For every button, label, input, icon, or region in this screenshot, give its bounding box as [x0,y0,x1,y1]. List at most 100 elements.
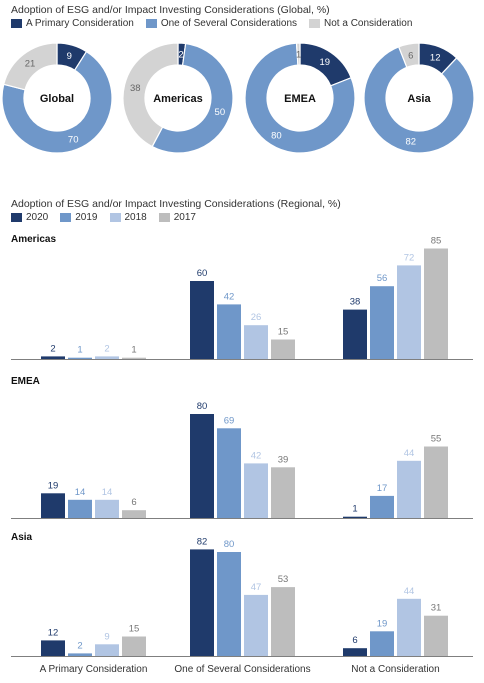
bar-value-label: 1 [131,345,136,356]
bar-value-label: 38 [350,297,361,308]
donut-legend: A Primary Consideration One of Several C… [11,18,424,29]
bar-value-label: 56 [377,273,388,284]
bar [95,499,119,518]
donut-value-label: 70 [68,134,79,145]
legend-label-several: One of Several Considerations [160,18,298,29]
bar [244,594,268,656]
bar-value-label: 17 [377,483,388,494]
bar-value-label: 19 [377,618,388,629]
donut-emea: 19 80 1 EMEA [244,42,356,154]
donut-section-title: Adoption of ESG and/or Impact Investing … [11,4,330,16]
bar [244,325,268,359]
bar [424,615,448,656]
bar-panel-emea: EMEA 19 14 14 6 80 69 42 39 1 17 44 55 [11,376,473,519]
donut-value-label: 9 [67,51,72,62]
bar [244,463,268,518]
donut-slice-americas-2 [122,42,179,148]
donut-slice-global-2 [2,42,58,91]
donut-center-label: Asia [407,93,431,105]
donut-value-label: 19 [319,57,330,68]
bar-value-label: 39 [278,454,289,465]
bar-value-label: 14 [102,487,113,498]
bar-value-label: 47 [251,582,262,593]
donut-value-label: 1 [296,50,301,61]
bar-value-label: 15 [129,624,140,635]
bar [217,428,241,518]
donut-value-label: 2 [178,50,183,61]
legend-item-2017: 2017 [158,212,196,223]
donut-value-label: 82 [405,137,416,148]
bar [271,339,295,359]
bar [370,286,394,359]
donut-slice-asia-1 [363,46,475,154]
donut-center-label: Global [40,93,74,105]
bar [41,356,65,359]
bar-value-label: 26 [251,312,262,323]
bar-value-label: 12 [48,627,59,638]
bar [217,552,241,656]
bar-value-label: 19 [48,480,59,491]
bar-value-label: 42 [251,450,262,461]
legend-swatch-2020 [11,213,22,222]
category-axis-label: One of Several Considerations [174,664,310,675]
donut-global: 9 70 21 Global [1,42,113,154]
legend-label-primary: A Primary Consideration [26,18,134,29]
donut-asia: 12 82 6 Asia [363,42,475,154]
legend-label-2020: 2020 [26,212,49,223]
bar-value-label: 44 [404,448,415,459]
bar [343,516,367,518]
bar-value-label: 2 [50,343,55,354]
bar [122,510,146,518]
panel-region-title: EMEA [11,376,40,387]
bar [397,598,421,656]
bar-value-label: 15 [278,327,289,338]
bar-value-label: 80 [224,539,235,550]
category-axis-label: A Primary Consideration [40,664,148,675]
bar-value-label: 72 [404,252,415,263]
bar-value-label: 2 [77,640,82,651]
donut-center-label: Americas [153,93,203,105]
donut-center-label: EMEA [284,93,316,105]
bar-value-label: 60 [197,268,208,279]
bar [271,587,295,656]
bar [397,265,421,359]
donut-slice-global-1 [1,50,113,154]
bar [424,446,448,518]
legend-swatch-several [145,19,157,28]
bar [343,309,367,359]
donut-value-label: 6 [408,50,413,61]
donut-slice-emea-1 [244,42,356,154]
legend-swatch-2017 [158,213,170,222]
bar [271,467,295,518]
bar-value-label: 6 [131,497,136,508]
bar-value-label: 31 [431,603,442,614]
bar [190,281,214,359]
bar-value-label: 80 [197,401,208,412]
bar [122,357,146,359]
donut-value-label: 50 [215,107,226,118]
bar-value-label: 53 [278,574,289,585]
bar-value-label: 2 [104,343,109,354]
bar-legend: 2020 2019 2018 2017 [11,212,208,223]
bar [370,495,394,518]
bar [95,356,119,359]
bar-value-label: 44 [404,586,415,597]
panel-region-title: Asia [11,532,33,543]
bar [343,648,367,656]
legend-swatch-2019 [60,213,72,222]
donut-value-label: 21 [25,59,36,70]
bar [370,631,394,656]
bar [217,304,241,359]
donut-value-label: 38 [130,83,141,94]
donut-slice-emea-2 [295,42,301,66]
category-axis-label: Not a Consideration [351,664,439,675]
bar-section-title: Adoption of ESG and/or Impact Investing … [11,198,341,210]
bar-value-label: 85 [431,236,442,247]
bar-panel-asia: Asia 12 2 9 15 82 80 47 53 6 19 44 31 [11,532,473,657]
legend-label-2017: 2017 [173,212,196,223]
legend-item-2020: 2020 [11,212,48,223]
bar-value-label: 82 [197,536,208,547]
bar [68,357,92,359]
legend-item-2019: 2019 [60,212,98,223]
